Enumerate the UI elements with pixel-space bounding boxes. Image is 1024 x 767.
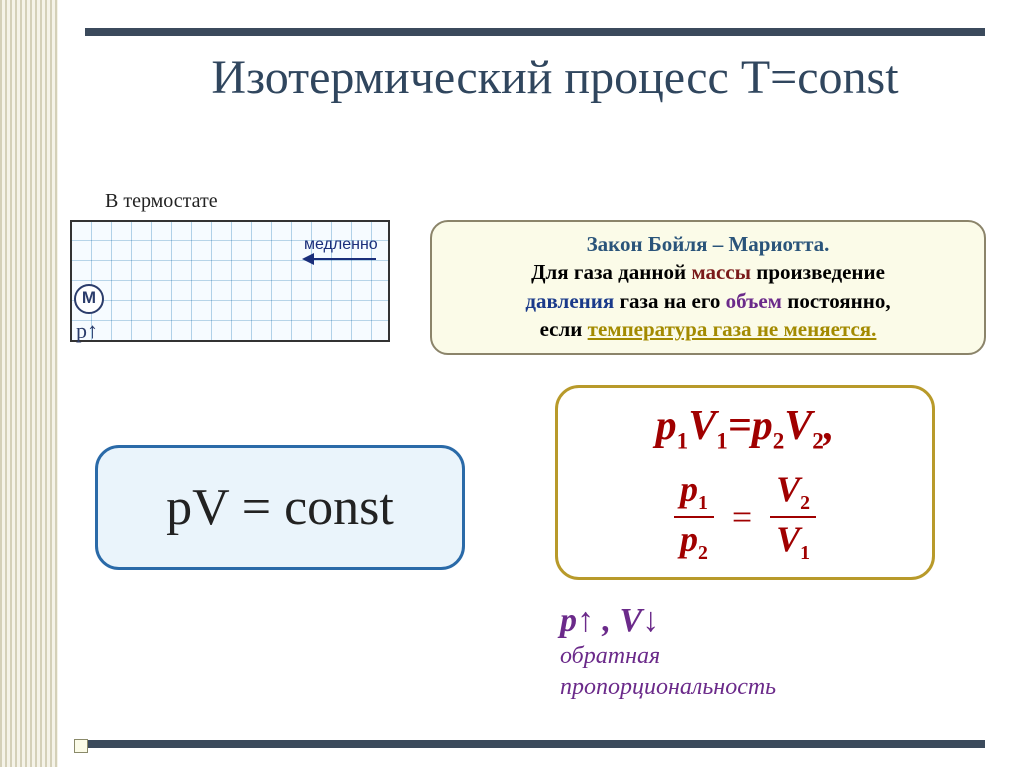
frac-d1: p [680,519,698,559]
frac-d1s: 2 [698,542,708,564]
frac-right: V2 V1 [770,468,816,564]
prop-line2: обратная [560,642,776,671]
law-line3b: газа на его [614,289,725,313]
eq-comma: , [824,403,835,449]
law-line3c: объем [726,289,782,313]
eq-s1: 1 [677,427,689,453]
law-line4b: температура газа не меняется. [588,317,877,341]
eq-p1: p [656,403,677,449]
eq-s3: 2 [773,427,785,453]
slide-marker [74,739,88,753]
law-line2c: произведение [751,260,885,284]
pressure-arrow-label: p↑ [76,318,98,344]
law-line3: давления газа на его объем постоянно, [446,287,970,315]
equation-box: p1V1=p2V2, p1 p2 = V2 V1 [555,385,935,580]
eq-v1: V [688,403,716,449]
slide-title: Изотермический процесс T=const [120,50,990,105]
prop-line1: p↑ , V↓ [560,602,776,640]
law-title: Закон Бойля – Мариотта. [446,230,970,258]
boyle-mariotte-law-box: Закон Бойля – Мариотта. Для газа данной … [430,220,986,355]
frac-d2: V [776,519,800,559]
law-line2a: Для газа данной [531,260,691,284]
top-rule [85,28,985,36]
frac-n2s: 2 [800,493,810,515]
eq-s4: 2 [812,427,824,453]
law-line4: если температура газа не меняется. [446,315,970,343]
equation-fraction: p1 p2 = V2 V1 [568,468,922,564]
diagram-caption: В термостате [105,190,218,213]
left-stripe-pattern [0,0,58,767]
law-line2: Для газа данной массы произведение [446,258,970,286]
eq-p2: p [752,403,773,449]
slow-arrow [306,258,376,260]
frac-left: p1 p2 [674,468,714,564]
pressure-gauge: М [74,284,104,314]
frac-equals: = [732,496,752,538]
law-line3d: постоянно, [782,289,891,313]
frac-n2: V [776,469,800,509]
equation-1: p1V1=p2V2, [568,402,922,454]
frac-n1s: 1 [698,493,708,515]
eq-s2: 1 [716,427,728,453]
law-line3a: давления [525,289,614,313]
law-line4a: если [540,317,588,341]
slow-label: медленно [304,236,378,254]
frac-n1: p [680,469,698,509]
frac-d2s: 1 [800,542,810,564]
eq-v2: V [784,403,812,449]
proportionality-block: p↑ , V↓ обратная пропорциональность [560,602,776,702]
eq-equals: = [728,403,752,449]
prop-line3: пропорциональность [560,673,776,702]
law-line2b: массы [691,260,751,284]
bottom-rule [85,740,985,748]
pv-const-box: pV = const [95,445,465,570]
